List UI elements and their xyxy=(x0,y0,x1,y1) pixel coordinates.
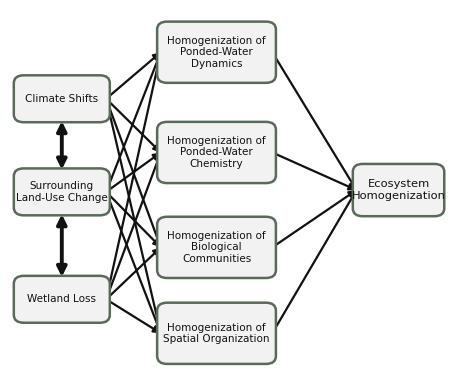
FancyBboxPatch shape xyxy=(157,22,276,83)
FancyBboxPatch shape xyxy=(14,169,110,215)
Text: Homogenization of
Biological
Communities: Homogenization of Biological Communities xyxy=(167,231,266,264)
FancyBboxPatch shape xyxy=(157,122,276,183)
Text: Homogenization of
Ponded-Water
Chemistry: Homogenization of Ponded-Water Chemistry xyxy=(167,136,266,169)
Text: Wetland Loss: Wetland Loss xyxy=(27,294,96,304)
FancyBboxPatch shape xyxy=(14,75,110,122)
Text: Ecosystem
Homogenization: Ecosystem Homogenization xyxy=(352,179,446,201)
Text: Surrounding
Land-Use Change: Surrounding Land-Use Change xyxy=(16,181,108,203)
FancyBboxPatch shape xyxy=(14,276,110,323)
FancyBboxPatch shape xyxy=(353,164,444,216)
Text: Homogenization of
Ponded-Water
Dynamics: Homogenization of Ponded-Water Dynamics xyxy=(167,35,266,69)
Text: Homogenization of
Spatial Organization: Homogenization of Spatial Organization xyxy=(163,323,270,344)
FancyBboxPatch shape xyxy=(157,217,276,278)
Text: Climate Shifts: Climate Shifts xyxy=(25,94,99,104)
FancyBboxPatch shape xyxy=(157,303,276,364)
